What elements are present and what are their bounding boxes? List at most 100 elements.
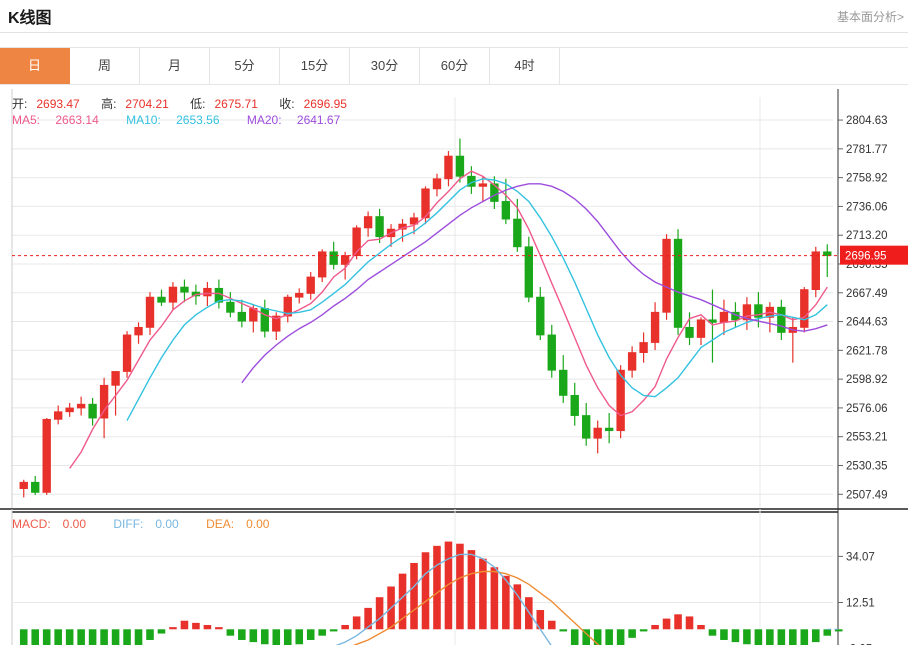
open-label: 开:	[12, 97, 28, 111]
macd-histogram-bar	[42, 629, 51, 645]
macd-histogram-bar	[19, 629, 28, 645]
macd-histogram-bar	[180, 620, 189, 630]
macd-histogram-bar	[766, 629, 774, 645]
chart-area: 开: 2693.47 高: 2704.21 低: 2675.71 收: 2696.95 …	[0, 85, 908, 645]
open-value: 2693.47	[36, 97, 80, 111]
macd-histogram-bar	[789, 629, 797, 645]
macd-histogram-bar	[685, 616, 694, 630]
macd-histogram-bar	[823, 629, 832, 636]
macd-histogram-bar	[674, 614, 682, 630]
candle-body	[524, 246, 533, 298]
candle-body	[99, 384, 109, 419]
price-axis-label: 2553.21	[846, 432, 888, 444]
macd-histogram-bar	[570, 629, 579, 645]
candle-body	[616, 369, 625, 432]
macd-histogram-bar	[283, 629, 292, 645]
candle-body	[478, 183, 488, 187]
ma-line-ma10	[126, 178, 828, 421]
ma5-label: MA5:	[12, 113, 41, 127]
candle-body	[627, 352, 637, 371]
macd-histogram-bar	[169, 627, 177, 630]
candle-body	[547, 334, 556, 371]
macd-histogram-bar	[639, 629, 648, 632]
tab-0[interactable]: 日	[0, 48, 70, 84]
candle-body	[650, 311, 660, 343]
macd-histogram-bar	[743, 629, 751, 645]
dea-value: 0.00	[246, 517, 270, 531]
macd-histogram-bar	[720, 629, 728, 640]
candle-body	[490, 183, 499, 202]
macd-histogram-bar	[444, 541, 453, 630]
candle-body	[145, 296, 155, 328]
macd-histogram-bar	[811, 629, 820, 643]
macd-histogram-bar	[559, 629, 568, 632]
tab-5[interactable]: 30分	[350, 48, 420, 84]
macd-histogram-bar	[502, 575, 510, 630]
candle-body	[237, 311, 247, 322]
candle-body	[754, 304, 763, 318]
macd-histogram-bar	[295, 629, 304, 645]
ohlc-readout: 开: 2693.47 高: 2704.21 低: 2675.71 收: 2696.95	[12, 95, 365, 112]
tab-3[interactable]: 5分	[210, 48, 280, 84]
diff-label: DIFF:	[113, 517, 144, 531]
macd-histogram-bar	[88, 629, 97, 645]
macd-histogram-bar	[582, 629, 590, 645]
macd-histogram-bar	[421, 552, 430, 630]
macd-histogram-bar	[364, 607, 372, 630]
fundamental-analysis-link[interactable]: 基本面分析>	[836, 10, 904, 24]
candle-body	[604, 427, 614, 432]
tab-4[interactable]: 15分	[280, 48, 350, 84]
macd-histogram-bar	[513, 584, 522, 630]
tab-1[interactable]: 周	[70, 48, 140, 84]
widget-header: K线图 基本面分析>	[0, 0, 908, 33]
candle-body	[19, 481, 28, 489]
price-axis-label: 2736.06	[846, 201, 888, 213]
candle-body	[662, 238, 671, 313]
candle-body	[685, 326, 694, 338]
tab-2[interactable]: 月	[140, 48, 210, 84]
macd-histogram-bar	[800, 629, 809, 645]
macd-histogram-bar	[834, 629, 843, 632]
ma-line-ma20	[241, 183, 828, 384]
macd-histogram-bar	[123, 629, 131, 645]
candle-body	[295, 292, 304, 298]
price-axis-label: 2781.77	[846, 144, 888, 156]
macd-histogram-bar	[547, 620, 556, 630]
page-title: K线图	[8, 10, 52, 27]
tab-7[interactable]: 4时	[490, 48, 560, 84]
macd-histogram-bar	[77, 629, 85, 645]
macd-value: 0.00	[62, 517, 87, 531]
macd-histogram-bar	[593, 629, 602, 645]
price-axis-label: 2507.49	[846, 489, 888, 501]
macd-histogram-bar	[479, 558, 487, 630]
candle-body	[639, 342, 648, 353]
macd-histogram-bar	[249, 629, 258, 643]
candle-body	[318, 251, 327, 278]
candle-body	[444, 155, 453, 180]
macd-histogram-bar	[215, 627, 223, 630]
candle-body	[134, 326, 143, 336]
candle-body	[203, 287, 212, 297]
tab-6[interactable]: 60分	[420, 48, 490, 84]
macd-histogram-bar	[456, 543, 464, 630]
price-axis-label: 2758.92	[846, 173, 888, 185]
candle-body	[122, 334, 132, 372]
macd-label: MACD:	[12, 517, 51, 531]
candle-body	[31, 481, 40, 493]
tab-label: 日	[27, 58, 41, 73]
macd-histogram-bar	[111, 629, 120, 645]
macd-histogram-bar	[605, 629, 613, 645]
macd-histogram-bar	[226, 629, 235, 636]
macd-histogram-bar	[65, 629, 74, 645]
candlestick-chart[interactable]: 2804.632781.772758.922736.062713.202690.…	[0, 85, 908, 645]
candle-body	[593, 427, 602, 439]
candle-body	[432, 178, 442, 190]
macd-histogram-bar	[375, 597, 384, 630]
candle-body	[76, 403, 86, 409]
macd-histogram-bar	[754, 629, 763, 645]
diff-line	[335, 553, 552, 645]
macd-histogram-bar	[318, 629, 326, 636]
macd-histogram-bar	[203, 625, 212, 630]
macd-histogram-bar	[100, 629, 108, 645]
high-label: 高:	[101, 97, 117, 111]
